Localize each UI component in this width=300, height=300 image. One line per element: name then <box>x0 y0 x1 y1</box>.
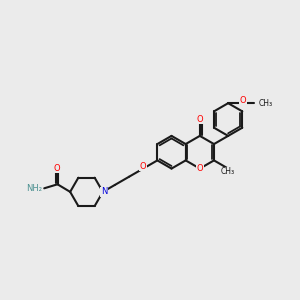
Text: O: O <box>239 96 246 105</box>
Text: O: O <box>196 164 203 173</box>
Text: CH₃: CH₃ <box>258 99 272 108</box>
Text: O: O <box>53 164 60 172</box>
Text: O: O <box>140 162 146 171</box>
Text: CH₃: CH₃ <box>221 167 235 176</box>
Text: O: O <box>196 115 203 124</box>
Text: NH₂: NH₂ <box>26 184 42 193</box>
Text: N: N <box>101 188 107 196</box>
